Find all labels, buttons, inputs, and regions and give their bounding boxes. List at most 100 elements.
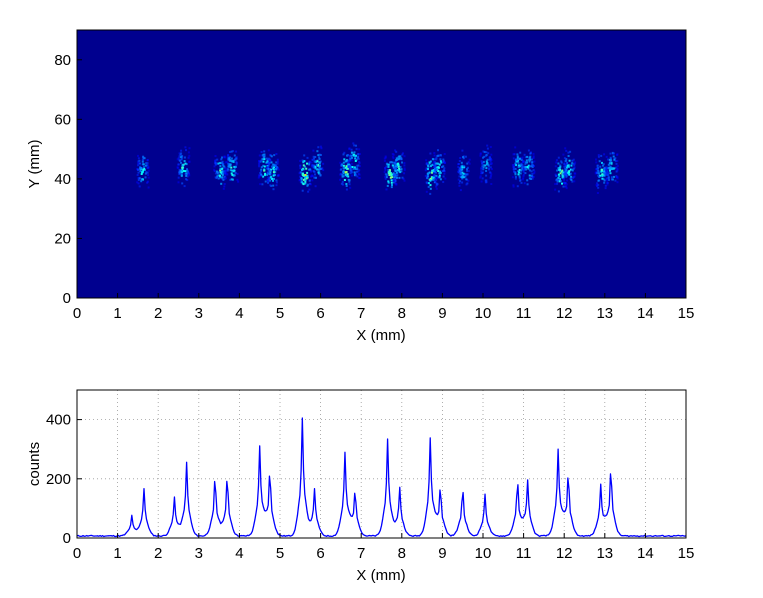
counts-x-tick-label: 1: [113, 545, 121, 562]
counts-frame: [76, 389, 687, 539]
heatmap-pixel: [187, 156, 190, 159]
heatmap-pixel: [219, 167, 222, 170]
heatmap-pixel: [511, 164, 514, 167]
heatmap-pixel: [349, 172, 352, 175]
heatmap-pixel: [397, 169, 400, 172]
heatmap-pixel: [384, 167, 387, 170]
heatmap-pixel: [214, 176, 217, 179]
heatmap-pixel: [565, 183, 568, 186]
heatmap-pixel: [235, 150, 238, 153]
heatmap-pixel: [530, 170, 533, 173]
heatmap-pixel: [609, 165, 612, 168]
heatmap-pixel: [146, 164, 149, 167]
heatmap-pixel: [429, 160, 432, 163]
heatmap-pixel: [434, 166, 437, 169]
heatmap-pixel: [137, 179, 140, 181]
heatmap-pixel: [602, 168, 605, 171]
heatmap-pixel: [145, 162, 148, 165]
heatmap-pixel: [461, 149, 464, 152]
heatmap-pixel: [443, 153, 446, 155]
heatmap-pixel: [303, 154, 306, 157]
heatmap-pixel: [533, 172, 536, 175]
heatmap-pixel: [343, 151, 346, 154]
heatmap-pixel: [425, 167, 428, 170]
heatmap-pixel: [265, 157, 268, 160]
heatmap-pixel: [401, 176, 404, 179]
heatmap-pixel: [322, 162, 325, 165]
heatmap-pixel: [314, 165, 317, 168]
heatmap-pixel: [223, 156, 226, 159]
heatmap-pixel: [609, 158, 612, 161]
heatmap-pixel: [147, 174, 150, 176]
heatmap-pixel: [277, 168, 280, 171]
counts-y-label: counts: [26, 442, 43, 486]
heatmap-pixel: [425, 190, 428, 193]
heatmap-pixel: [559, 165, 562, 168]
heatmap-pixel: [437, 166, 440, 169]
heatmap-pixel: [271, 177, 274, 180]
heatmap-pixel: [390, 161, 393, 164]
heatmap-pixel: [568, 159, 571, 162]
heatmap-pixel: [353, 166, 356, 169]
heatmap-pixel: [235, 161, 238, 164]
heatmap-pixel: [258, 163, 261, 166]
heatmap-pixel: [230, 172, 233, 175]
heatmap-pixel: [318, 157, 321, 160]
heatmap-pixel: [616, 169, 619, 172]
heatmap-pixel: [306, 176, 309, 179]
heatmap-pixel: [440, 161, 443, 164]
heatmap-pixel: [554, 173, 557, 176]
heatmap-pixel: [608, 158, 611, 161]
heatmap-pixel: [302, 161, 305, 164]
heatmap-pixel: [569, 168, 572, 171]
heatmap-pixel: [235, 163, 238, 166]
heatmap-pixel: [604, 187, 607, 190]
heatmap-pixel: [608, 178, 610, 181]
heatmap-pixel: [305, 177, 308, 180]
heatmap-pixel: [147, 186, 150, 189]
heatmap-pixel: [312, 166, 315, 169]
heatmap-pixel: [344, 174, 347, 177]
heatmap-y-tick-label: 20: [54, 230, 71, 247]
heatmap-pixel: [424, 175, 427, 177]
heatmap-x-tick-label: 8: [398, 305, 406, 322]
heatmap-pixel: [319, 154, 322, 156]
heatmap-pixel: [435, 187, 438, 190]
heatmap-pixel: [557, 156, 560, 159]
heatmap-hotspot: [347, 142, 361, 179]
heatmap-pixel: [260, 173, 263, 176]
heatmap-pixel: [429, 187, 432, 190]
heatmap-pixel: [339, 161, 342, 164]
heatmap-pixel: [188, 154, 191, 157]
heatmap-pixel: [185, 149, 187, 152]
heatmap-pixel: [342, 166, 345, 169]
heatmap-hotspot: [479, 144, 493, 185]
heatmap-pixel: [398, 176, 401, 179]
heatmap-pixel: [344, 160, 347, 163]
heatmap-pixel: [441, 166, 443, 168]
counts-series-line: [76, 417, 687, 538]
heatmap-pixel: [393, 161, 396, 164]
heatmap-pixel: [267, 176, 270, 179]
heatmap-pixel: [565, 159, 568, 162]
heatmap-pixel: [523, 153, 526, 156]
heatmap-pixel: [346, 173, 349, 176]
heatmap-pixel: [607, 158, 610, 161]
counts-grid: [77, 390, 686, 538]
heatmap-pixel: [304, 180, 307, 183]
heatmap-pixel: [427, 182, 430, 185]
heatmap-pixel: [489, 163, 492, 166]
heatmap-pixel: [521, 178, 524, 181]
heatmap-pixel: [304, 174, 307, 176]
heatmap-hotspots: [136, 142, 619, 195]
heatmap-pixel: [485, 160, 488, 163]
heatmap-pixel: [460, 161, 463, 164]
heatmap-pixel: [226, 169, 229, 172]
heatmap-pixel: [595, 183, 598, 186]
heatmap-pixel: [177, 181, 180, 184]
heatmap-pixel: [347, 167, 349, 170]
heatmap-pixel: [355, 154, 357, 157]
heatmap-pixel: [345, 171, 348, 173]
heatmap-pixel: [307, 183, 309, 186]
